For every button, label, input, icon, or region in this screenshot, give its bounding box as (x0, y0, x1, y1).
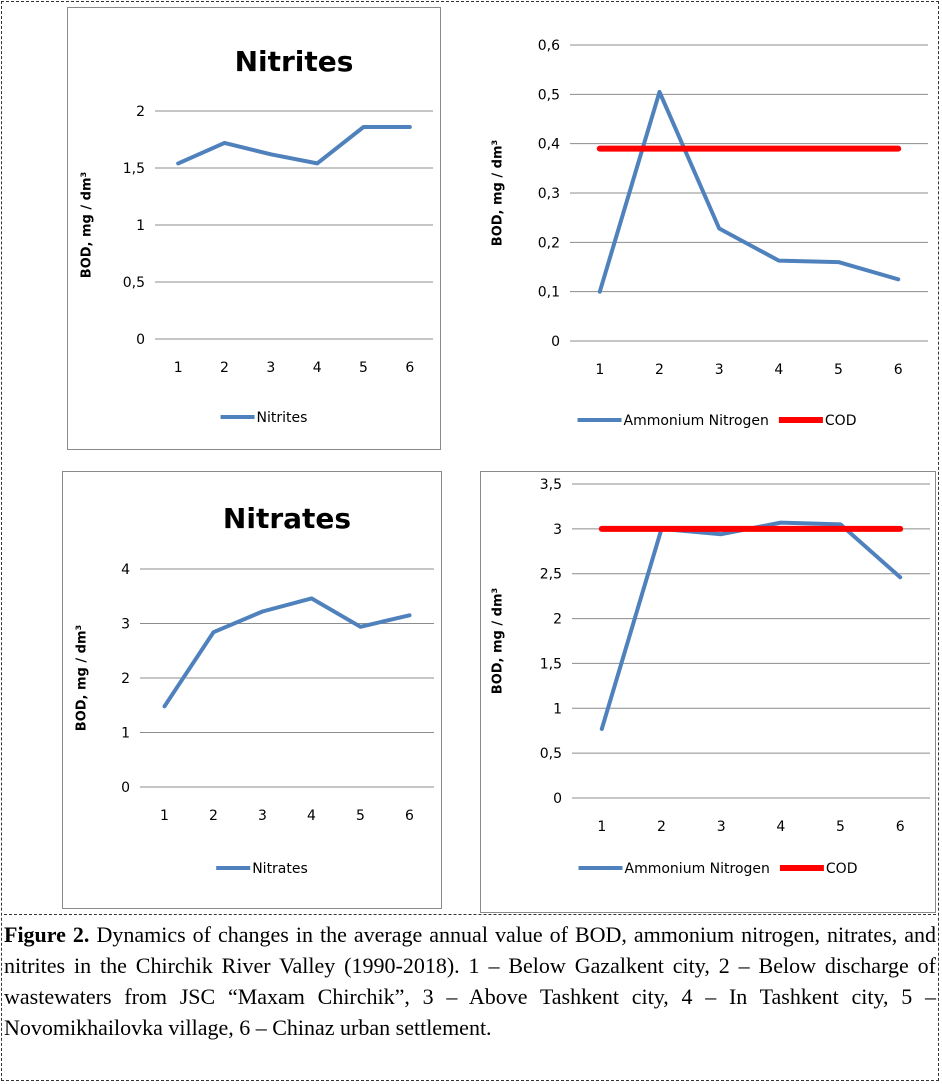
chart-ammonium-nitrogen-bottom: 0 0,5 1 1,5 2 2,5 3 3,5 1 2 3 4 5 6 BOD, mg / dm³ Ammon… (480, 471, 936, 913)
y-tick-label: 3,5 (540, 477, 562, 493)
chart-svg: 0 0,5 1 1,5 2 1 2 3 4 5 6 Nitrites BOD, mg / dm³ Nitr… (67, 7, 441, 450)
legend: Nitrites (220, 410, 308, 426)
y-tick-label: 0,5 (538, 87, 560, 103)
x-tick-label: 1 (174, 360, 183, 376)
x-tick-label: 3 (715, 362, 724, 378)
x-tick-label: 1 (597, 819, 606, 835)
y-tick-label: 0,4 (538, 137, 560, 153)
x-tick-label: 2 (657, 819, 666, 835)
x-tick-label: 4 (313, 360, 322, 376)
caption-label: Figure 2. (4, 922, 90, 947)
y-axis-label: BOD, mg / dm³ (491, 588, 506, 694)
legend-label: Nitrates (252, 861, 308, 877)
y-tick-label: 0,6 (538, 38, 560, 54)
x-tick-label: 5 (359, 360, 368, 376)
y-tick-label: 1 (136, 218, 145, 234)
chart-svg: 0 1 2 3 4 1 2 3 4 5 6 Nitrates BOD, mg / dm³ Nitrates (62, 471, 442, 909)
x-tick-label: 5 (356, 808, 365, 824)
caption-text: Dynamics of changes in the average annua… (4, 922, 936, 1040)
y-tick-label: 0,5 (123, 275, 145, 291)
y-tick-label: 0,5 (540, 746, 562, 762)
chart-title: Nitrites (235, 45, 354, 78)
chart-nitrates: 0 1 2 3 4 1 2 3 4 5 6 Nitrates BOD, mg / dm³ Nitrates (62, 471, 442, 909)
y-tick-label: 0 (551, 334, 560, 350)
chart-nitrites: 0 0,5 1 1,5 2 1 2 3 4 5 6 Nitrites BOD, mg / dm³ Nitr… (67, 7, 441, 450)
y-axis-label: BOD, mg / dm³ (80, 172, 95, 278)
series-line (162, 596, 412, 709)
x-tick-label: 6 (896, 819, 905, 835)
y-tick-label: 2,5 (540, 567, 562, 583)
x-tick-label: 3 (717, 819, 726, 835)
x-tick-label: 6 (405, 808, 414, 824)
y-tick-label: 0 (121, 780, 130, 796)
y-tick-label: 1 (121, 726, 130, 742)
x-tick-label: 5 (834, 362, 843, 378)
y-tick-label: 4 (121, 562, 130, 578)
x-tick-label: 1 (160, 808, 169, 824)
legend: Nitrates (216, 861, 308, 877)
y-tick-label: 3 (121, 617, 130, 633)
y-tick-label: 0 (136, 332, 145, 348)
y-tick-label: 0,1 (538, 285, 560, 301)
chart-svg: 0 0,1 0,2 0,3 0,4 0,5 0,6 1 2 3 4 5 6 BOD, mg / dm³ Am… (491, 38, 928, 429)
y-tick-label: 3 (553, 522, 562, 538)
series-line (597, 89, 901, 294)
chart-title: Nitrates (223, 502, 351, 535)
x-tick-label: 5 (836, 819, 845, 835)
y-tick-label: 2 (553, 612, 562, 628)
y-tick-label: 1,5 (123, 161, 145, 177)
legend-label: Ammonium Nitrogen (624, 413, 769, 429)
x-tick-label: 2 (220, 360, 229, 376)
figure-caption: Figure 2. Dynamics of changes in the ave… (4, 914, 936, 1043)
chart-border (67, 7, 441, 450)
x-tick-label: 6 (405, 360, 414, 376)
legend-label: Nitrites (257, 410, 308, 426)
legend-label: COD (825, 413, 857, 429)
legend: Ammonium Nitrogen COD (578, 861, 858, 877)
x-tick-label: 4 (307, 808, 316, 824)
x-tick-label: 2 (655, 362, 664, 378)
legend: Ammonium Nitrogen COD (577, 413, 857, 429)
legend-label: COD (826, 861, 858, 877)
series-line (176, 125, 412, 166)
x-tick-label: 1 (595, 362, 604, 378)
y-axis-label: BOD, mg / dm³ (75, 625, 90, 731)
chart-border (62, 471, 442, 909)
y-tick-label: 2 (121, 671, 130, 687)
y-tick-label: 0 (553, 791, 562, 807)
legend-label: Ammonium Nitrogen (625, 861, 770, 877)
y-tick-label: 0,2 (538, 235, 560, 251)
y-axis-label: BOD, mg / dm³ (491, 140, 506, 246)
chart-border (480, 471, 936, 913)
y-tick-label: 2 (136, 104, 145, 120)
x-tick-label: 4 (776, 819, 785, 835)
chart-svg: 0 0,5 1 1,5 2 2,5 3 3,5 1 2 3 4 5 6 BOD, mg / dm³ Ammon… (480, 471, 936, 913)
y-tick-label: 1,5 (540, 656, 562, 672)
x-tick-label: 4 (774, 362, 783, 378)
y-tick-label: 0,3 (538, 186, 560, 202)
y-tick-label: 1 (553, 701, 562, 717)
x-tick-label: 6 (894, 362, 903, 378)
x-tick-label: 3 (258, 808, 267, 824)
x-tick-label: 2 (209, 808, 218, 824)
x-tick-label: 3 (266, 360, 275, 376)
chart-ammonium-nitrogen-top: 0 0,1 0,2 0,3 0,4 0,5 0,6 1 2 3 4 5 6 BOD, mg / dm³ Am… (480, 7, 934, 455)
